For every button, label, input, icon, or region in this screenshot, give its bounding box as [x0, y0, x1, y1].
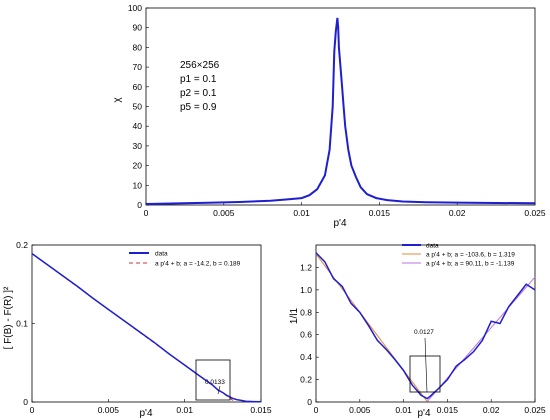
fe-x-tick-label: 0: [30, 405, 35, 415]
il-y-tick-label: 1.2: [300, 262, 312, 272]
chi-y-tick-label: 40: [133, 121, 143, 131]
chi-x-tick-label: 0.025: [524, 208, 546, 218]
chi-y-tick-label: 50: [133, 102, 143, 112]
il-legend: data a p'4 + b; a = -103.6, b = 1.319 a …: [402, 243, 515, 268]
chart-inverse-length: 0 0.005 0.01 0.015 0.02 0.025 0 0.2 0.4 0.6 0.8 1.0…: [289, 243, 546, 420]
il-y-tick-label: 0.8: [300, 307, 312, 317]
chi-y-tick-label: 10: [133, 180, 143, 190]
chi-annotation-p5: p5 = 0.9: [180, 102, 217, 113]
chi-y-tick-label: 20: [133, 161, 143, 171]
chi-x-tick-label: 0.02: [449, 208, 466, 218]
il-x-tick-label: 0.02: [483, 405, 500, 415]
il-zoom-box: [409, 355, 441, 393]
chi-x-tick-label: 0: [144, 208, 149, 218]
il-legend-fit2-label: a p'4 + b; a = 90.11, b = -1.139: [426, 261, 515, 268]
fe-legend-fit-label: a p'4 + b; a = -14.2, b = 0.189: [155, 261, 241, 268]
il-annotation-arrow: [424, 337, 428, 393]
il-x-tick-label: 0.005: [349, 405, 371, 415]
il-y-tick-label: 0.4: [300, 352, 312, 362]
chi-y-tick-label: 0: [137, 200, 142, 210]
il-x-axis-label: p'4: [417, 408, 430, 419]
fe-x-tick-label: 0.01: [176, 405, 193, 415]
fe-annotation-value: 0.0133: [205, 379, 225, 386]
il-plot-frame: [315, 244, 536, 403]
fe-legend-data-label: data: [155, 251, 168, 258]
fe-y-tick-label: 0.2: [16, 240, 28, 250]
il-y-tick-label: 0: [307, 397, 312, 407]
fe-data-line: [31, 252, 262, 403]
chi-y-tick-label: 70: [133, 62, 143, 72]
chi-x-tick-label: 0.01: [293, 208, 310, 218]
il-x-tick-label: 0.01: [395, 405, 412, 415]
il-fit2-line: [426, 276, 536, 402]
chart-chi: 0 0.005 0.01 0.015 0.02 0.025 0 10 20 30 40 50 60 70 8…: [112, 3, 546, 229]
il-data-line: [315, 252, 536, 400]
fe-plot-frame: [31, 244, 262, 403]
il-legend-data-label: data: [426, 243, 439, 250]
il-annotation-value: 0.0127: [414, 329, 434, 336]
chart-free-energy: 0 0.005 0.01 0.015 0 0.1 0.2 0.0133 [ F(B) - F…: [3, 240, 272, 419]
il-y-tick-label: 0.2: [300, 375, 312, 385]
chi-data-line: [145, 17, 536, 205]
fe-x-axis-label: p'4: [139, 408, 152, 419]
chi-x-tick-label: 0.015: [369, 208, 391, 218]
chi-y-tick-label: 100: [128, 3, 142, 13]
chi-x-tick-label: 0.005: [213, 208, 235, 218]
chi-y-axis-label: χ: [112, 97, 123, 103]
fe-annotation-arrow: [217, 385, 221, 395]
chi-x-axis-label: p'4: [333, 218, 346, 229]
fe-zoom-box: [195, 359, 231, 401]
chi-annotation-p1: p1 = 0.1: [180, 74, 217, 85]
chi-y-tick-label: 30: [133, 141, 143, 151]
chi-annotation-size: 256×256: [180, 60, 220, 71]
il-y-tick-label: 1.0: [300, 285, 312, 295]
fe-legend: data a p'4 + b; a = -14.2, b = 0.189: [129, 251, 241, 268]
fe-y-tick-label: 0: [23, 397, 28, 407]
chi-annotation-p2: p2 = 0.1: [180, 88, 217, 99]
il-x-tick-label: 0.015: [437, 405, 459, 415]
fe-y-tick-label: 0.1: [16, 319, 28, 329]
fe-x-tick-label: 0.015: [250, 405, 272, 415]
il-y-tick-label: 0.6: [300, 330, 312, 340]
il-x-tick-label: 0: [314, 405, 319, 415]
il-y-axis-label: 1/l1: [289, 308, 300, 325]
il-legend-fit1-label: a p'4 + b; a = -103.6, b = 1.319: [426, 252, 515, 259]
chi-y-tick-label: 60: [133, 82, 143, 92]
chi-y-tick-label: 90: [133, 23, 143, 33]
fe-x-tick-label: 0.005: [98, 405, 120, 415]
fe-y-axis-label: [ F(B) - F(R) ]²: [3, 286, 14, 349]
il-x-tick-label: 0.025: [524, 405, 546, 415]
chi-y-tick-label: 80: [133, 42, 143, 52]
